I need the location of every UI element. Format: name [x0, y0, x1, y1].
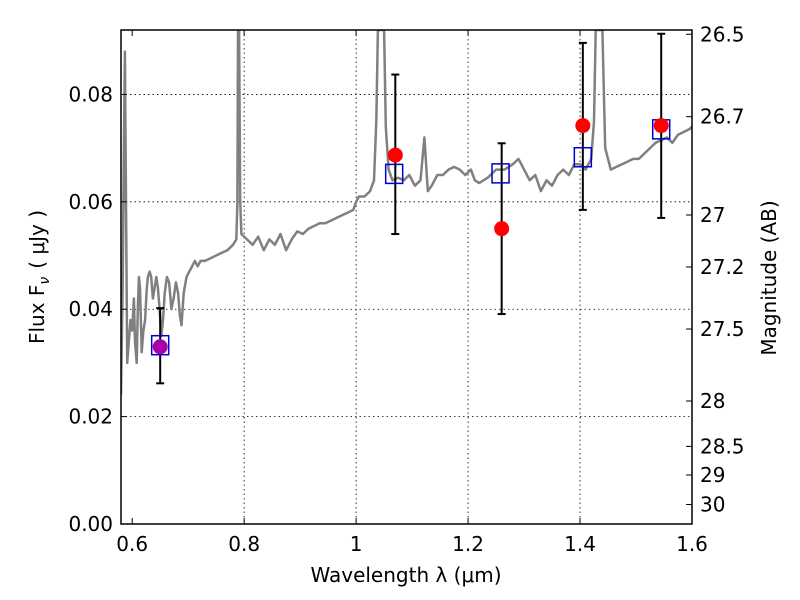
magnitude-tick-label: 27: [700, 203, 725, 227]
magnitude-tick-label: 26.7: [700, 105, 745, 129]
y-tick-label: 0.06: [68, 190, 113, 214]
errorbar-layer: [156, 32, 666, 385]
x-tick-label: 1.4: [564, 532, 596, 556]
magnitude-tick-label: 29: [700, 463, 725, 487]
y-tick-label: 0.00: [68, 512, 113, 536]
right-axis-title: Magnitude (AB): [757, 200, 781, 355]
observed-photometry-point: [575, 118, 591, 134]
x-tick-label: 1: [350, 532, 363, 556]
y-axis-ticks: 0.00 0.02 0.04 0.06 0.08: [68, 82, 127, 536]
magnitude-tick-label: 27.2: [700, 255, 745, 279]
model-photometry-square: [384, 163, 404, 185]
spectrum-line: [121, 30, 692, 396]
y-tick-label: 0.02: [68, 405, 113, 429]
observed-photometry-layer: [152, 118, 669, 355]
y-axis-title-unit: ( μJy ): [25, 210, 49, 269]
model-photometry-layer: [150, 119, 671, 356]
observed-photometry-point: [494, 221, 510, 237]
y-tick-label: 0.04: [68, 297, 113, 321]
magnitude-tick-label: 28: [700, 389, 725, 413]
observed-photometry-point: [653, 118, 669, 134]
magnitude-tick-label: 28.5: [700, 434, 745, 458]
x-tick-label: 1.2: [452, 532, 484, 556]
model-photometry-square: [573, 147, 593, 168]
y-tick-label: 0.08: [68, 82, 113, 106]
y-axis-title-sub: ν: [37, 277, 53, 285]
x-tick-label: 0.8: [228, 532, 260, 556]
magnitude-axis-ticks: 26.5 26.7 27 27.2 27.5 28 28.5 29 30: [686, 22, 745, 517]
magnitude-tick-label: 30: [700, 493, 725, 517]
x-axis-title: Wavelength λ (μm): [310, 563, 501, 587]
magnitude-tick-label: 26.5: [700, 22, 745, 46]
x-tick-label: 0.6: [116, 532, 148, 556]
plot-frame: [120, 29, 693, 525]
x-tick-label: 1.6: [676, 532, 708, 556]
magnitude-tick-label: 27.5: [700, 317, 745, 341]
x-axis-ticks: 0.6 0.8 1 1.2 1.4 1.6: [116, 30, 708, 556]
model-photometry-square: [150, 334, 170, 356]
spectrum-layer: [121, 30, 692, 396]
y-axis-title: Flux Fν ( μJy ): [25, 210, 53, 344]
observed-photometry-point: [387, 147, 403, 163]
grid-lines: [121, 30, 692, 524]
y-axis-title-main: Flux F: [25, 285, 49, 344]
model-photometry-square: [491, 163, 510, 184]
observed-photometry-point: [152, 339, 168, 355]
